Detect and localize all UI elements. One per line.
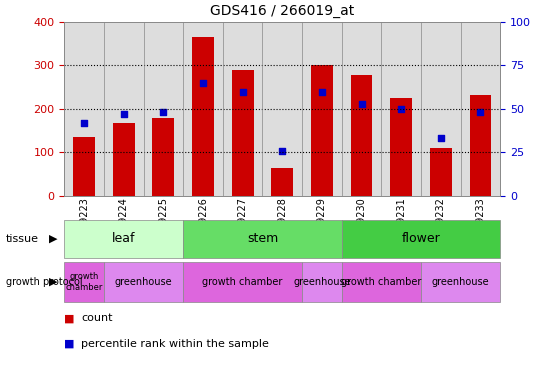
Bar — [272, 168, 293, 196]
Bar — [302, 22, 342, 196]
Point — [397, 106, 406, 112]
Point — [476, 109, 485, 115]
Text: ■: ■ — [64, 313, 75, 324]
Point — [159, 109, 168, 115]
Point — [318, 89, 326, 94]
Bar — [64, 22, 104, 196]
Text: greenhouse: greenhouse — [432, 277, 490, 287]
Bar — [390, 98, 412, 196]
Text: stem: stem — [247, 232, 278, 245]
Bar — [421, 22, 461, 196]
Bar — [223, 22, 263, 196]
Text: growth
chamber: growth chamber — [65, 272, 103, 292]
Point — [119, 111, 128, 117]
Bar — [183, 22, 223, 196]
Point — [79, 120, 88, 126]
Text: ■: ■ — [64, 339, 75, 349]
Text: greenhouse: greenhouse — [115, 277, 172, 287]
Bar — [263, 22, 302, 196]
Bar — [430, 148, 452, 196]
Point — [278, 147, 287, 154]
Bar — [144, 22, 183, 196]
Bar — [192, 37, 214, 196]
Point — [198, 80, 207, 86]
Bar — [342, 22, 381, 196]
Point — [357, 101, 366, 107]
Text: tissue: tissue — [6, 234, 39, 244]
Text: leaf: leaf — [112, 232, 135, 245]
Text: growth chamber: growth chamber — [202, 277, 283, 287]
Point — [437, 135, 446, 141]
Bar — [104, 22, 144, 196]
Text: ▶: ▶ — [49, 234, 58, 244]
Text: percentile rank within the sample: percentile rank within the sample — [81, 339, 269, 349]
Text: greenhouse: greenhouse — [293, 277, 350, 287]
Text: count: count — [81, 313, 112, 324]
Bar — [350, 75, 372, 196]
Text: growth chamber: growth chamber — [341, 277, 421, 287]
Bar — [470, 95, 491, 196]
Bar — [461, 22, 500, 196]
Bar — [381, 22, 421, 196]
Text: ▶: ▶ — [49, 277, 58, 287]
Bar — [113, 123, 135, 196]
Title: GDS416 / 266019_at: GDS416 / 266019_at — [210, 4, 354, 18]
Text: flower: flower — [402, 232, 440, 245]
Text: growth protocol: growth protocol — [6, 277, 82, 287]
Bar — [311, 64, 333, 196]
Bar — [73, 137, 95, 196]
Point — [238, 89, 247, 94]
Bar — [232, 70, 254, 196]
Bar — [153, 119, 174, 196]
